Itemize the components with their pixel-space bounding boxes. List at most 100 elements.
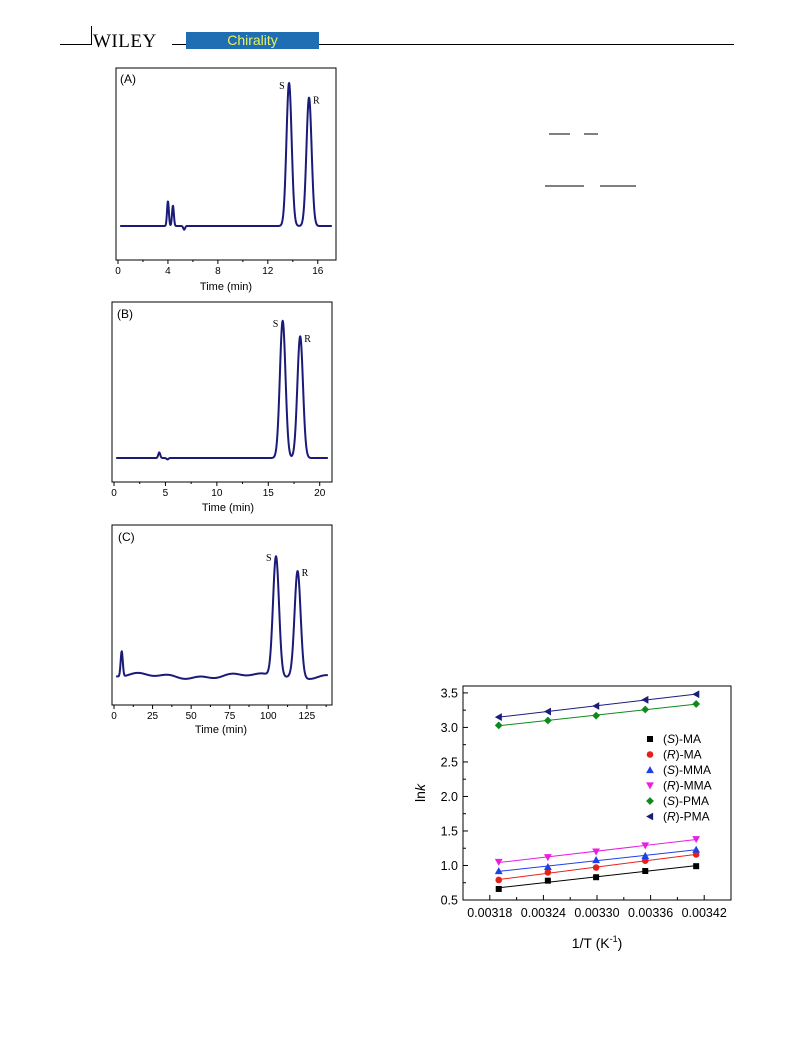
data-point [692, 845, 701, 853]
legend-label-suffix: )-MMA [676, 779, 712, 793]
data-point [592, 848, 601, 856]
legend-label-italic: S [667, 763, 675, 777]
x-axis-label-close: ) [618, 935, 623, 951]
legend-label-italic: R [667, 779, 676, 793]
x-tick-label: 10 [211, 488, 223, 499]
data-point [641, 857, 649, 864]
data-point [692, 836, 701, 844]
x-tick-label: 12 [262, 266, 274, 277]
y-axis-label-italic: k [412, 783, 428, 791]
legend-marker [646, 766, 654, 774]
x-tick-label: 0 [111, 711, 117, 722]
legend-label-prefix: ( [663, 748, 667, 762]
x-axis-label-text: 1/T (K [572, 935, 611, 951]
legend: (S)-MA(R)-MA(S)-MMA(R)-MMA(S)-PMA(R)-PMA [646, 732, 712, 824]
data-point [592, 711, 601, 720]
legend-label-italic: S [667, 794, 675, 808]
legend-label: (S)-PMA [663, 794, 709, 808]
chromatogram-panel-b: (B) S R 0 5 10 15 20 Time (min) [111, 301, 333, 514]
data-point [543, 862, 552, 870]
data-point [641, 842, 650, 850]
y-tick-label: 1.5 [441, 824, 458, 838]
data-point [544, 877, 551, 884]
x-tick-label: 15 [263, 488, 275, 499]
data-point [495, 885, 502, 892]
x-tick-label: 0.00324 [521, 906, 566, 920]
y-tick-label: 2.0 [441, 790, 458, 804]
legend-label-prefix: ( [663, 794, 667, 808]
x-tick-label: 20 [314, 488, 326, 499]
peak-label-r: R [304, 334, 311, 345]
data-point [641, 705, 650, 714]
chromatogram-trace [119, 82, 333, 231]
plot-frame [111, 301, 333, 483]
data-point [593, 874, 600, 881]
data-point [592, 702, 600, 710]
legend-label: (S)-MMA [663, 763, 711, 777]
data-point [693, 863, 700, 870]
y-tick-label: 0.5 [441, 894, 458, 908]
data-point [543, 716, 552, 725]
legend-label: (R)-MMA [663, 779, 712, 793]
x-tick-label: 100 [260, 711, 277, 722]
y-axis-ticks: 0.5 1.0 1.5 2.0 2.5 3.0 3.5 [441, 686, 468, 908]
legend-marker [646, 812, 654, 821]
header-rule-right [319, 44, 734, 45]
legend-label-prefix: ( [663, 810, 667, 824]
data-point [592, 856, 601, 864]
data-point [494, 867, 503, 875]
publisher-logo: WILEY [93, 31, 157, 52]
x-axis-ticks: 0 5 10 15 20 [111, 482, 326, 499]
x-tick-label: 0.00330 [574, 906, 619, 920]
vant-hoff-plot: 0.00318 0.00324 0.00330 0.00336 0.00342 0.5 1… [412, 685, 732, 951]
legend-label: (R)-MA [663, 748, 702, 762]
data-point [641, 851, 650, 859]
x-tick-label: 75 [224, 711, 236, 722]
x-tick-label: 8 [215, 266, 221, 277]
x-axis-ticks: 0 4 8 12 16 [115, 260, 324, 277]
x-tick-label: 5 [163, 488, 169, 499]
header-tick [91, 26, 92, 45]
data-point [494, 713, 502, 721]
peak-label-s: S [279, 81, 285, 92]
legend-marker [646, 751, 654, 758]
data-point [692, 851, 700, 858]
panel-label: (B) [117, 307, 133, 321]
x-tick-label: 50 [186, 711, 198, 722]
legend-label-prefix: ( [663, 763, 667, 777]
legend-label-suffix: )-MA [676, 748, 702, 762]
x-tick-label: 0 [111, 488, 117, 499]
plot-frame [115, 67, 337, 261]
legend-marker [647, 736, 653, 742]
x-axis-label: Time (min) [195, 724, 247, 736]
data-point [495, 876, 503, 884]
legend-marker [646, 797, 654, 805]
chromatogram-panel-a: (A) S R 0 4 8 12 16 Time (min) [115, 67, 337, 293]
y-axis-label-text: ln [412, 791, 428, 802]
y-tick-label: 2.5 [441, 755, 458, 769]
y-tick-label: 3.0 [441, 721, 458, 735]
x-tick-label: 0 [115, 266, 121, 277]
x-tick-label: 4 [165, 266, 171, 277]
panel-label: (C) [118, 530, 135, 544]
legend-label: (R)-PMA [663, 810, 710, 824]
equation-fragment [545, 133, 636, 187]
panel-label: (A) [120, 72, 136, 86]
data-points [494, 690, 701, 892]
x-axis-label: 1/T (K-1) [572, 934, 623, 951]
peak-label-s: S [266, 553, 272, 564]
peak-label-r: R [302, 568, 309, 579]
data-point [494, 721, 503, 730]
peak-label-s: S [273, 319, 279, 330]
data-point [692, 700, 701, 708]
data-point [592, 864, 600, 871]
data-point [692, 690, 700, 699]
header-rule-mid [172, 44, 186, 45]
x-axis-label: Time (min) [202, 502, 254, 514]
x-tick-label: 0.00318 [467, 906, 512, 920]
legend-label-prefix: ( [663, 779, 667, 793]
data-point [543, 707, 551, 716]
header-rule-left [60, 44, 92, 45]
legend-label-suffix: )-PMA [676, 810, 710, 824]
legend-label-suffix: )-MA [675, 732, 701, 746]
